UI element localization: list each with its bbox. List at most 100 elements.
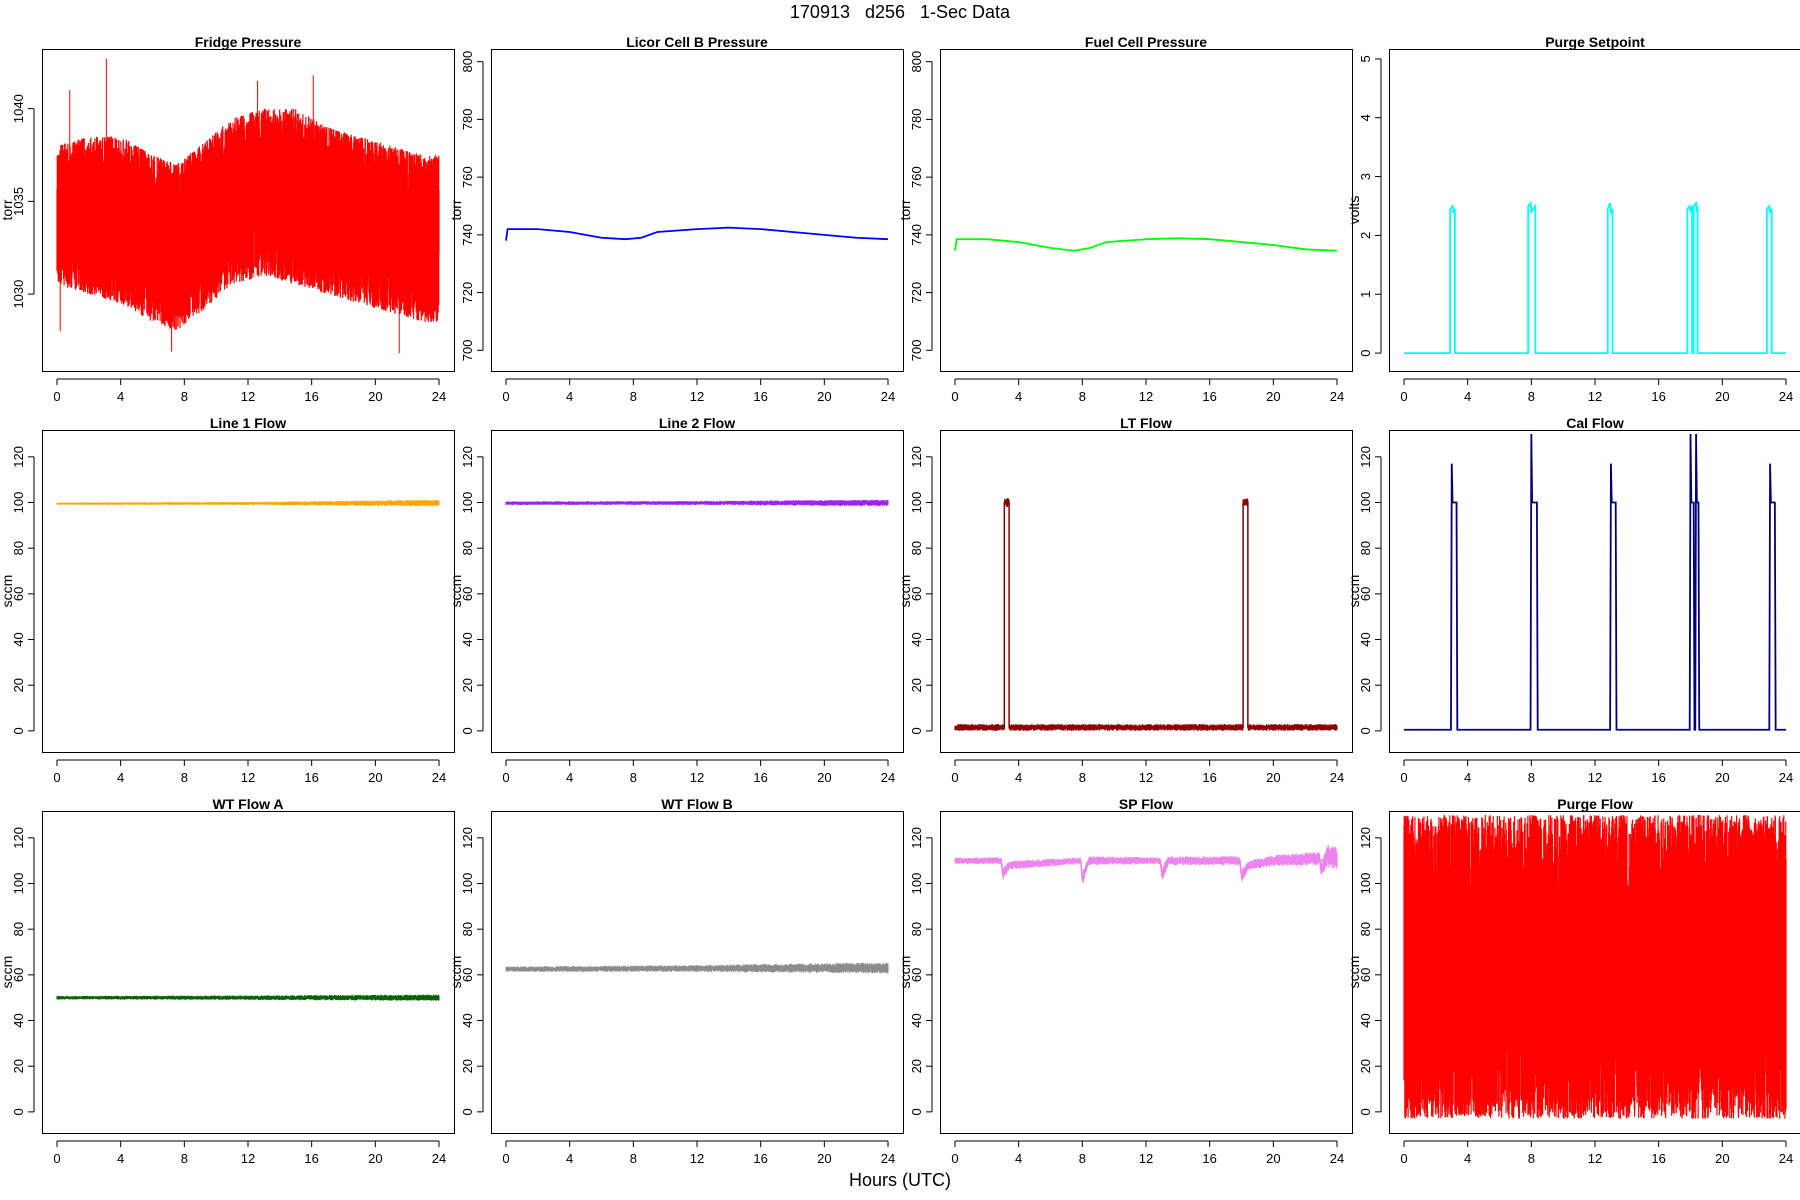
series-group xyxy=(505,499,889,507)
x-tick-label: 4 xyxy=(1464,389,1471,404)
page-title: 170913 d256 1-Sec Data xyxy=(789,2,1011,22)
x-tick-label: 8 xyxy=(630,1151,637,1166)
y-tick-label: 0 xyxy=(11,1108,26,1115)
x-tick-label: 24 xyxy=(432,1151,446,1166)
x-tick-label: 0 xyxy=(951,389,958,404)
y-tick-label: 2 xyxy=(1358,232,1373,239)
x-tick-label: 4 xyxy=(1464,770,1471,785)
x-tick-label: 16 xyxy=(1202,389,1216,404)
x-tick-label: 24 xyxy=(1779,1151,1793,1166)
y-tick-label: 1 xyxy=(1358,291,1373,298)
x-tick-label: 20 xyxy=(1715,770,1729,785)
y-tick-label: 80 xyxy=(460,922,475,936)
x-tick-label: 8 xyxy=(181,770,188,785)
panel-line-1-flow: Line 1 Flow 0 4 8 12 16 20 24 0 20 40 60 80 100 120 scc… xyxy=(0,415,455,785)
y-tick-label: 0 xyxy=(1358,727,1373,734)
x-tick-label: 24 xyxy=(1779,389,1793,404)
y-tick-label: 1040 xyxy=(11,94,26,123)
y-tick-label: 40 xyxy=(1358,1013,1373,1027)
y-tick-label: 5 xyxy=(1358,55,1373,62)
panel-title: Purge Flow xyxy=(1557,796,1633,812)
series-group xyxy=(56,499,440,507)
y-tick-label: 40 xyxy=(460,1013,475,1027)
x-tick-label: 8 xyxy=(630,389,637,404)
y-tick-label: 80 xyxy=(460,541,475,555)
x-tick-label: 20 xyxy=(817,389,831,404)
x-tick-label: 16 xyxy=(1651,389,1665,404)
plot-frame xyxy=(1389,430,1800,753)
y-tick-label: 3 xyxy=(1358,173,1373,180)
y-axis-label: torr xyxy=(897,199,913,220)
x-tick-label: 12 xyxy=(1588,389,1602,404)
x-tick-label: 12 xyxy=(241,1151,255,1166)
x-tick-label: 20 xyxy=(368,389,382,404)
panel-title: Fuel Cell Pressure xyxy=(1085,34,1207,50)
y-tick-label: 0 xyxy=(460,727,475,734)
x-tick-label: 4 xyxy=(117,770,124,785)
y-tick-label: 20 xyxy=(11,678,26,692)
x-tick-label: 0 xyxy=(1400,389,1407,404)
y-tick-label: 20 xyxy=(460,678,475,692)
x-tick-label: 20 xyxy=(817,770,831,785)
y-axis-label: volts xyxy=(1346,196,1362,225)
y-tick-label: 80 xyxy=(1358,922,1373,936)
y-axis-label: sccm xyxy=(448,575,464,608)
x-tick-label: 12 xyxy=(241,389,255,404)
y-tick-label: 100 xyxy=(1358,492,1373,514)
series-group xyxy=(56,994,440,1001)
x-tick-label: 8 xyxy=(1528,770,1535,785)
panel-sp-flow: SP Flow 0 4 8 12 16 20 24 0 20 40 60 80 100 120 sccm xyxy=(897,796,1353,1166)
x-tick-label: 8 xyxy=(1528,1151,1535,1166)
y-tick-label: 120 xyxy=(1358,446,1373,468)
x-tick-label: 24 xyxy=(881,770,895,785)
x-tick-label: 16 xyxy=(1651,770,1665,785)
plot-frame xyxy=(491,49,904,372)
x-tick-label: 4 xyxy=(1015,389,1022,404)
x-tick-label: 4 xyxy=(566,770,573,785)
x-tick-label: 12 xyxy=(1139,770,1153,785)
panel-line-2-flow: Line 2 Flow 0 4 8 12 16 20 24 0 20 40 60 80 100 120 scc… xyxy=(448,415,904,785)
x-tick-label: 4 xyxy=(566,1151,573,1166)
x-tick-label: 24 xyxy=(1330,770,1344,785)
panel-purge-flow: Purge Flow 0 4 8 12 16 20 24 0 20 40 60 80 100 120 sccm xyxy=(1346,796,1800,1166)
x-tick-label: 0 xyxy=(951,770,958,785)
series-group xyxy=(505,226,889,241)
x-tick-label: 12 xyxy=(1588,1151,1602,1166)
x-tick-label: 8 xyxy=(181,389,188,404)
y-tick-label: 40 xyxy=(11,1013,26,1027)
y-tick-label: 0 xyxy=(11,727,26,734)
x-tick-label: 12 xyxy=(1139,1151,1153,1166)
y-axis-label: torr xyxy=(448,199,464,220)
y-tick-label: 60 xyxy=(460,587,475,601)
y-axis-label: sccm xyxy=(897,956,913,989)
y-tick-label: 780 xyxy=(909,109,924,131)
panel-wt-flow-a: WT Flow A 0 4 8 12 16 20 24 0 20 40 60 80 100 120 sccm xyxy=(0,796,455,1166)
series-group xyxy=(1404,433,1786,731)
y-tick-label: 40 xyxy=(1358,632,1373,646)
y-tick-label: 100 xyxy=(909,492,924,514)
x-tick-label: 16 xyxy=(1202,770,1216,785)
x-tick-label: 16 xyxy=(753,770,767,785)
plot-frame xyxy=(491,430,904,753)
x-tick-label: 24 xyxy=(432,770,446,785)
y-tick-label: 40 xyxy=(460,632,475,646)
series-line xyxy=(505,226,889,241)
y-tick-label: 60 xyxy=(11,968,26,982)
plot-frame xyxy=(940,49,1353,372)
x-tick-label: 0 xyxy=(53,770,60,785)
y-tick-label: 0 xyxy=(1358,349,1373,356)
y-axis-label: sccm xyxy=(897,575,913,608)
x-tick-label: 12 xyxy=(1588,770,1602,785)
y-axis-label: sccm xyxy=(448,956,464,989)
x-tick-label: 4 xyxy=(117,389,124,404)
y-axis-label: sccm xyxy=(0,956,15,989)
y-tick-label: 60 xyxy=(1358,968,1373,982)
y-tick-label: 0 xyxy=(909,727,924,734)
y-tick-label: 0 xyxy=(460,1108,475,1115)
y-tick-label: 0 xyxy=(909,1108,924,1115)
y-axis-label: torr xyxy=(0,199,15,220)
y-tick-label: 80 xyxy=(909,922,924,936)
series-group xyxy=(505,962,889,974)
y-tick-label: 20 xyxy=(909,1059,924,1073)
y-tick-label: 60 xyxy=(460,968,475,982)
